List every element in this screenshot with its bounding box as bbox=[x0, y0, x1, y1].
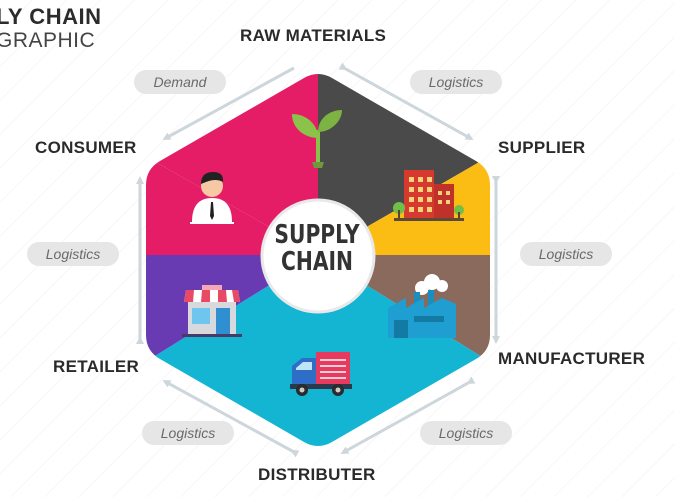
arrow-manufacturer-distributer bbox=[340, 376, 476, 454]
pill-demand: Demand bbox=[134, 70, 226, 94]
center-line-1: SUPPLY bbox=[274, 220, 360, 250]
arrow-raw-to-consumer bbox=[162, 66, 295, 140]
pill-logistics-top-right: Logistics bbox=[410, 70, 502, 94]
label-distributer: DISTRIBUTER bbox=[258, 465, 376, 484]
pill-logistics-right: Logistics bbox=[520, 242, 612, 266]
factory-icon bbox=[388, 274, 456, 338]
building-icon bbox=[393, 170, 464, 221]
label-retailer: RETAILER bbox=[53, 357, 140, 376]
label-manufacturer: MANUFACTURER bbox=[498, 349, 646, 368]
label-consumer: CONSUMER bbox=[35, 138, 137, 157]
label-supplier: SUPPLIER bbox=[498, 138, 586, 157]
center-title: SUPPLY CHAIN bbox=[274, 222, 360, 276]
pill-logistics-bottom-right: Logistics bbox=[420, 421, 512, 445]
infographic-subtitle: GRAPHIC bbox=[0, 29, 96, 52]
arrow-distributer-retailer bbox=[162, 380, 300, 458]
sprout-icon bbox=[292, 110, 342, 168]
pill-logistics-left: Logistics bbox=[27, 242, 119, 266]
store-icon bbox=[182, 285, 242, 337]
truck-icon bbox=[290, 352, 352, 396]
infographic-title: LY CHAIN bbox=[0, 4, 102, 29]
center-circle bbox=[260, 198, 376, 314]
center-line-2: CHAIN bbox=[280, 247, 354, 277]
arrow-raw-supplier bbox=[338, 62, 474, 140]
person-icon bbox=[190, 172, 234, 224]
pill-logistics-bottom-left: Logistics bbox=[142, 421, 234, 445]
label-raw-materials: RAW MATERIALS bbox=[240, 26, 387, 45]
flow-arrows bbox=[136, 62, 500, 458]
